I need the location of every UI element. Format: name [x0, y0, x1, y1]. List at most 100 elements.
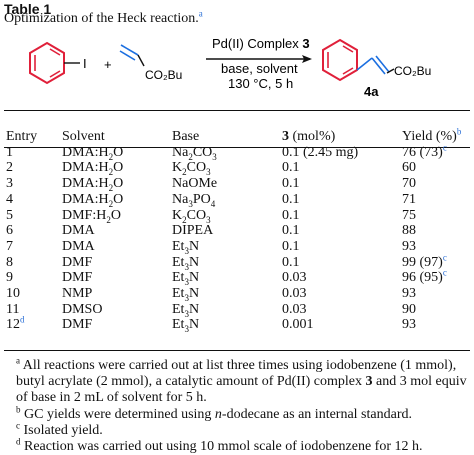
- reaction-scheme: I + CO₂Bu Pd(II) Complex 3 base, solvent…: [29, 36, 431, 99]
- header-yield: Yield (%)b: [402, 126, 462, 144]
- cell-loading: 0.1: [282, 176, 300, 192]
- acrylate-bond: [137, 54, 145, 67]
- cell-base: Et3N: [172, 254, 200, 272]
- cell-solvent: DMF: [62, 254, 93, 270]
- cell-base: K2CO3: [172, 160, 211, 178]
- header-rule: [4, 147, 470, 148]
- yield-footnote-mark: b: [456, 126, 462, 137]
- table-row: 12d DMF Et3N 0.001 93: [4, 314, 470, 335]
- ester-bond: [386, 68, 395, 74]
- ring-double-bond: [49, 48, 61, 56]
- cell-yield: 93: [402, 317, 416, 333]
- yield-footnote-mark: c: [442, 267, 447, 278]
- cell-loading: 0.03: [282, 301, 307, 317]
- cell-solvent: NMP: [62, 286, 93, 302]
- cell-yield: 75: [402, 207, 416, 223]
- cell-loading: 0.1: [282, 207, 300, 223]
- cell-entry: 4: [6, 191, 13, 207]
- butyl-acrylate-structure: CO₂Bu: [119, 44, 182, 82]
- header-solvent: Solvent: [62, 129, 105, 144]
- cell-yield: 90: [402, 301, 416, 317]
- table-row: 1 DMA:H2O Na2CO3 0.1 (2.45 mg) 76 (73)c: [4, 142, 470, 162]
- entry-footnote-mark: d: [20, 314, 25, 325]
- cell-loading: 0.03: [282, 270, 307, 286]
- cell-loading: 0.1: [282, 223, 300, 239]
- product-structure: CO₂Bu 4a: [322, 38, 431, 99]
- cell-entry: 3: [6, 176, 13, 192]
- cell-solvent: DMF: [62, 317, 93, 333]
- header-base: Base: [172, 129, 200, 144]
- cell-loading: 0.1: [282, 160, 300, 176]
- cell-entry: 12d: [6, 314, 25, 333]
- ester-label-left: CO₂Bu: [145, 68, 182, 82]
- conditions-line-1: base, solvent: [221, 61, 298, 76]
- yield-footnote-mark: c: [442, 142, 447, 153]
- cell-loading: 0.1: [282, 191, 300, 207]
- cell-entry: 11: [6, 301, 20, 317]
- cell-base: DIPEA: [172, 223, 214, 239]
- cell-yield: 70: [402, 176, 416, 192]
- cell-entry: 7: [6, 238, 13, 254]
- reaction-arrowhead: [302, 55, 312, 63]
- benzene-ring-right: [322, 38, 358, 82]
- cell-entry: 2: [6, 160, 13, 176]
- cell-yield: 99 (97)c: [402, 251, 447, 270]
- cell-solvent: DMSO: [62, 301, 103, 317]
- acrylate-double-bond: [119, 50, 136, 61]
- cell-base: Et3N: [172, 238, 200, 256]
- cell-entry: 1: [6, 144, 13, 160]
- cell-loading: 0.1: [282, 254, 300, 270]
- cell-yield: 88: [402, 223, 416, 239]
- cell-entry: 6: [6, 223, 13, 239]
- catalyst-text: Pd(II) Complex 3: [212, 36, 310, 51]
- cell-base: Na2CO3: [172, 144, 217, 162]
- cell-solvent: DMA:H2O: [62, 191, 124, 209]
- yield-footnote-mark: c: [442, 251, 447, 262]
- table-row: 8 DMF Et3N 0.1 99 (97)c: [4, 251, 470, 272]
- caption-footnote-mark: a: [198, 8, 203, 19]
- cell-base: Et3N: [172, 317, 200, 335]
- cell-loading: 0.1 (2.45 mg): [282, 144, 359, 160]
- footnote-b: b GC yields were determined using n-dode…: [16, 403, 412, 422]
- plus-sign: +: [104, 57, 112, 72]
- cell-base: Et3N: [172, 286, 200, 303]
- cell-loading: 0.001: [282, 317, 314, 333]
- cell-yield: 93: [402, 238, 416, 254]
- cell-solvent: DMA:H2O: [62, 176, 124, 193]
- cell-entry: 8: [6, 254, 13, 270]
- table-row: 10 NMP Et3N 0.03 93: [4, 286, 470, 302]
- footnote-a: a All reactions were carried out at list…: [16, 355, 467, 406]
- cell-yield: 93: [402, 286, 416, 302]
- table-row: 3 DMA:H2O NaOMe 0.1 70: [4, 176, 470, 192]
- cell-entry: 9: [6, 270, 13, 286]
- table-top-rule: [4, 110, 470, 112]
- cell-solvent: DMF:H2O: [62, 207, 121, 225]
- table-row: 11 DMSO Et3N 0.03 90: [4, 302, 470, 318]
- footnote-c: c Isolated yield.: [16, 420, 103, 438]
- acrylate-double-bond: [120, 44, 139, 56]
- vinyl-bond: [356, 57, 373, 71]
- cell-loading: 0.03: [282, 286, 307, 302]
- table-row: 5 DMF:H2O K2CO3 0.1 75: [4, 208, 470, 224]
- cell-solvent: DMA:H2O: [62, 160, 124, 178]
- cell-yield: 60: [402, 160, 416, 176]
- header-entry: Entry: [6, 129, 38, 144]
- table-row: 9 DMF Et3N 0.03 96 (95)c: [4, 267, 470, 286]
- table-footnotes: a All reactions were carried out at list…: [4, 355, 470, 455]
- table-bottom-rule: [4, 350, 470, 352]
- ring-double-bond: [342, 45, 354, 53]
- cell-solvent: DMA: [62, 223, 95, 239]
- ring-double-bond: [49, 70, 61, 78]
- benzene-ring-left: [29, 41, 65, 85]
- table-row: 6 DMA DIPEA 0.1 88: [4, 223, 470, 239]
- iodine-label: I: [83, 56, 87, 71]
- cell-base: Et3N: [172, 301, 200, 319]
- cell-base: NaOMe: [172, 176, 218, 192]
- cell-solvent: DMF: [62, 270, 93, 286]
- table-caption: Optimization of the Heck reaction.a: [4, 8, 203, 26]
- product-label: 4a: [364, 84, 379, 99]
- footnote-d: d Reaction was carried out using 10 mmol…: [16, 436, 423, 455]
- cell-yield: 96 (95)c: [402, 267, 447, 286]
- iodobenzene-structure: I: [29, 41, 87, 85]
- cell-entry: 10: [6, 286, 20, 302]
